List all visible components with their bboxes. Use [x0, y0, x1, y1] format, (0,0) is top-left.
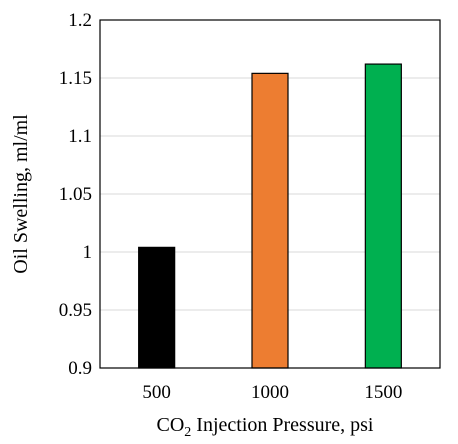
y-axis-title: Oil Swelling, ml/ml [10, 114, 32, 274]
y-tick-label: 0.9 [68, 358, 92, 379]
y-tick-label: 0.95 [59, 300, 92, 321]
x-axis-title: CO2 Injection Pressure, psi [157, 414, 374, 440]
x-axis-title-rest: Injection Pressure, psi [191, 414, 374, 436]
x-axis-ticks: 500 1000 1500 [142, 382, 402, 403]
x-axis-title-subscript: 2 [184, 425, 191, 440]
bars [138, 63, 402, 369]
y-tick-label: 1.2 [68, 10, 92, 31]
bar-1000 [251, 72, 289, 369]
plot-frame [99, 19, 441, 369]
x-tick-label: 1000 [251, 382, 289, 403]
y-axis-ticks: 0.9 0.95 1 1.05 1.1 1.15 1.2 [59, 10, 92, 379]
y-tick-label: 1.05 [59, 184, 92, 205]
y-tick-label: 1 [83, 242, 93, 263]
x-tick-label: 1500 [364, 382, 402, 403]
y-tick-label: 1.1 [68, 126, 92, 147]
bar-1500 [364, 63, 402, 369]
bar-500 [138, 246, 176, 369]
y-tick-label: 1.15 [59, 68, 92, 89]
x-axis-title-main: CO [157, 414, 185, 436]
x-tick-label: 500 [142, 382, 171, 403]
